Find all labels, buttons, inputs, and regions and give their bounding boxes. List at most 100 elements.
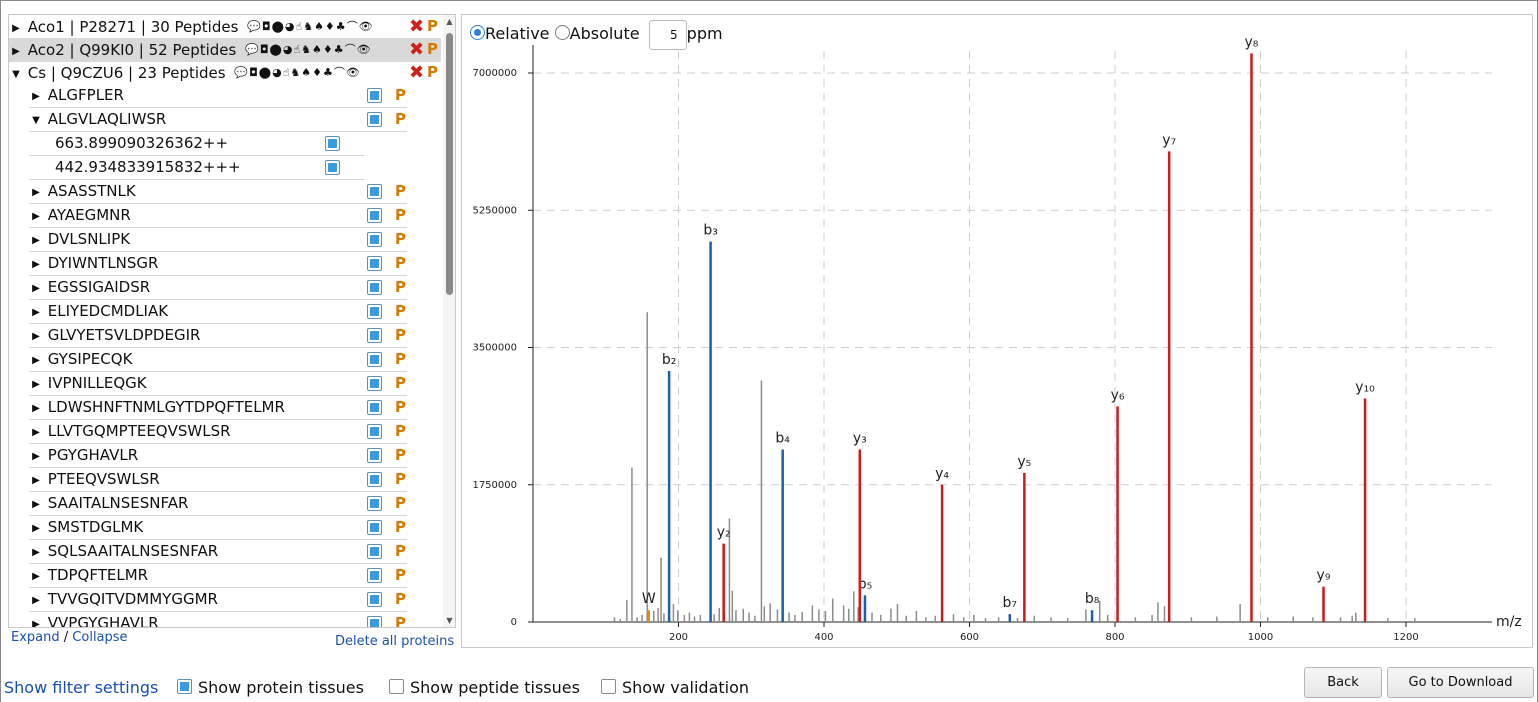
p-badge[interactable]: P <box>395 614 406 628</box>
p-badge[interactable]: P <box>395 110 406 128</box>
peptide-row[interactable]: ▶ SAAITALNSESNFAR P <box>29 492 407 516</box>
expand-triangle-icon[interactable]: ▶ <box>32 571 40 582</box>
show-filter-settings-text[interactable]: Show filter settings <box>4 678 159 697</box>
peptide-tissues-checkbox[interactable] <box>389 679 404 694</box>
precursor-checkbox[interactable] <box>325 160 340 175</box>
peptide-row[interactable]: ▶ SMSTDGLMK P <box>29 516 407 540</box>
expand-triangle-icon[interactable]: ▶ <box>32 547 40 558</box>
peptide-row[interactable]: ▶ ASASSTNLK P <box>29 180 407 204</box>
protein-row[interactable]: ▶ Aco2 | Q99KI0 | 52 Peptides 💬◘⬤◕☝♞♠♦♣⌒… <box>9 38 441 62</box>
expand-triangle-icon[interactable]: ▶ <box>32 283 40 294</box>
tree-scrollbar[interactable]: ▲ ▼ <box>443 15 455 627</box>
show-filter-settings-link[interactable]: Show filter settings <box>4 678 158 698</box>
p-badge[interactable]: P <box>395 230 406 248</box>
peptide-row[interactable]: ▶ AYAEGMNR P <box>29 204 407 228</box>
remove-protein-icon[interactable]: ✖ <box>409 39 425 60</box>
expand-triangle-icon[interactable]: ▶ <box>32 211 40 222</box>
peptide-row[interactable]: ▶ DVLSNLIPK P <box>29 228 407 252</box>
remove-protein-icon[interactable]: ✖ <box>409 16 425 37</box>
peptide-checkbox[interactable] <box>367 304 382 319</box>
back-button[interactable]: Back <box>1304 667 1382 698</box>
peptide-checkbox[interactable] <box>367 592 382 607</box>
peptide-checkbox[interactable] <box>367 232 382 247</box>
peptide-checkbox[interactable] <box>367 184 382 199</box>
p-badge[interactable]: P <box>395 278 406 296</box>
delete-all-proteins-link[interactable]: Delete all proteins <box>335 634 455 649</box>
peptide-row[interactable]: ▶ LLVTGQMPTEEQVSWLSR P <box>29 420 407 444</box>
p-badge[interactable]: P <box>395 254 406 272</box>
p-badge[interactable]: P <box>427 40 438 58</box>
expand-triangle-icon[interactable]: ▶ <box>32 307 40 318</box>
peptide-checkbox[interactable] <box>367 328 382 343</box>
p-badge[interactable]: P <box>427 63 438 81</box>
relative-radio[interactable] <box>470 25 485 40</box>
expand-link[interactable]: Expand <box>11 630 60 645</box>
p-badge[interactable]: P <box>395 182 406 200</box>
collapse-triangle-icon[interactable]: ▼ <box>32 115 40 126</box>
expand-triangle-icon[interactable]: ▶ <box>32 451 40 462</box>
p-badge[interactable]: P <box>395 206 406 224</box>
p-badge[interactable]: P <box>395 566 406 584</box>
p-badge[interactable]: P <box>427 17 438 35</box>
expand-triangle-icon[interactable]: ▶ <box>32 259 40 270</box>
p-badge[interactable]: P <box>395 494 406 512</box>
tolerance-input[interactable]: 5 <box>648 19 687 50</box>
expand-triangle-icon[interactable]: ▶ <box>32 403 40 414</box>
peptide-row[interactable]: ▶ ELIYEDCMDLIAK P <box>29 300 407 324</box>
peptide-checkbox[interactable] <box>367 112 382 127</box>
absolute-radio[interactable] <box>554 25 570 40</box>
peptide-checkbox[interactable] <box>367 352 382 367</box>
peptide-row[interactable]: ▶ TDPQFTELMR P <box>29 564 407 588</box>
protein-tissues-toggle[interactable]: Show protein tissues <box>177 678 364 698</box>
collapse-triangle-icon[interactable]: ▼ <box>12 69 20 80</box>
peptide-row[interactable]: ▶ DYIWNTLNSGR P <box>29 252 407 276</box>
p-badge[interactable]: P <box>395 518 406 536</box>
p-badge[interactable]: P <box>395 86 406 104</box>
expand-triangle-icon[interactable]: ▶ <box>32 595 40 606</box>
p-badge[interactable]: P <box>395 302 406 320</box>
peptide-checkbox[interactable] <box>367 616 382 627</box>
peptide-row[interactable]: ▶ GYSIPECQK P <box>29 348 407 372</box>
peptide-checkbox[interactable] <box>367 472 382 487</box>
peptide-checkbox[interactable] <box>367 520 382 535</box>
peptide-checkbox[interactable] <box>367 376 382 391</box>
expand-triangle-icon[interactable]: ▶ <box>32 499 40 510</box>
expand-triangle-icon[interactable]: ▶ <box>32 187 40 198</box>
expand-triangle-icon[interactable]: ▶ <box>32 331 40 342</box>
expand-triangle-icon[interactable]: ▶ <box>12 23 20 34</box>
peptide-checkbox[interactable] <box>367 424 382 439</box>
peptide-checkbox[interactable] <box>367 88 382 103</box>
expand-triangle-icon[interactable]: ▶ <box>32 235 40 246</box>
peptide-row[interactable]: ▶ PGYGHAVLR P <box>29 444 407 468</box>
p-badge[interactable]: P <box>395 326 406 344</box>
peptide-checkbox[interactable] <box>367 256 382 271</box>
p-badge[interactable]: P <box>395 542 406 560</box>
peptide-checkbox[interactable] <box>367 496 382 511</box>
protein-row[interactable]: ▶ Aco1 | P28271 | 30 Peptides 💬◘⬤◕☝♞♠♦♣⌒… <box>9 15 441 39</box>
p-badge[interactable]: P <box>395 470 406 488</box>
p-badge[interactable]: P <box>395 446 406 464</box>
precursor-row[interactable]: 442.934833915832+++ <box>29 156 364 180</box>
peptide-row[interactable]: ▶ PTEEQVSWLSR P <box>29 468 407 492</box>
validation-checkbox[interactable] <box>601 679 616 694</box>
peptide-tissues-toggle[interactable]: Show peptide tissues <box>389 678 580 698</box>
precursor-checkbox[interactable] <box>325 136 340 151</box>
expand-triangle-icon[interactable]: ▶ <box>32 379 40 390</box>
expand-triangle-icon[interactable]: ▶ <box>32 619 40 628</box>
p-badge[interactable]: P <box>395 350 406 368</box>
expand-triangle-icon[interactable]: ▶ <box>32 91 40 102</box>
peptide-row[interactable]: ▶ GLVYETSVLDPDEGIR P <box>29 324 407 348</box>
precursor-row[interactable]: 663.899090326362++ <box>29 132 364 156</box>
peptide-row[interactable]: ▶ LDWSHNFTNMLGYTDPQFTELMR P <box>29 396 407 420</box>
collapse-link[interactable]: Collapse <box>72 630 128 645</box>
peptide-row[interactable]: ▶ VVPGYGHAVLR P <box>29 612 407 628</box>
peptide-row[interactable]: ▼ ALGVLAQLIWSR P <box>29 108 407 132</box>
peptide-checkbox[interactable] <box>367 208 382 223</box>
peptide-row[interactable]: ▶ ALGFPLER P <box>29 84 407 108</box>
scroll-down-icon[interactable]: ▼ <box>446 616 453 625</box>
expand-triangle-icon[interactable]: ▶ <box>32 523 40 534</box>
remove-protein-icon[interactable]: ✖ <box>409 62 425 83</box>
protein-tissues-checkbox[interactable] <box>177 679 192 694</box>
validation-toggle[interactable]: Show validation <box>601 678 749 698</box>
peptide-row[interactable]: ▶ SQLSAAITALNSESNFAR P <box>29 540 407 564</box>
